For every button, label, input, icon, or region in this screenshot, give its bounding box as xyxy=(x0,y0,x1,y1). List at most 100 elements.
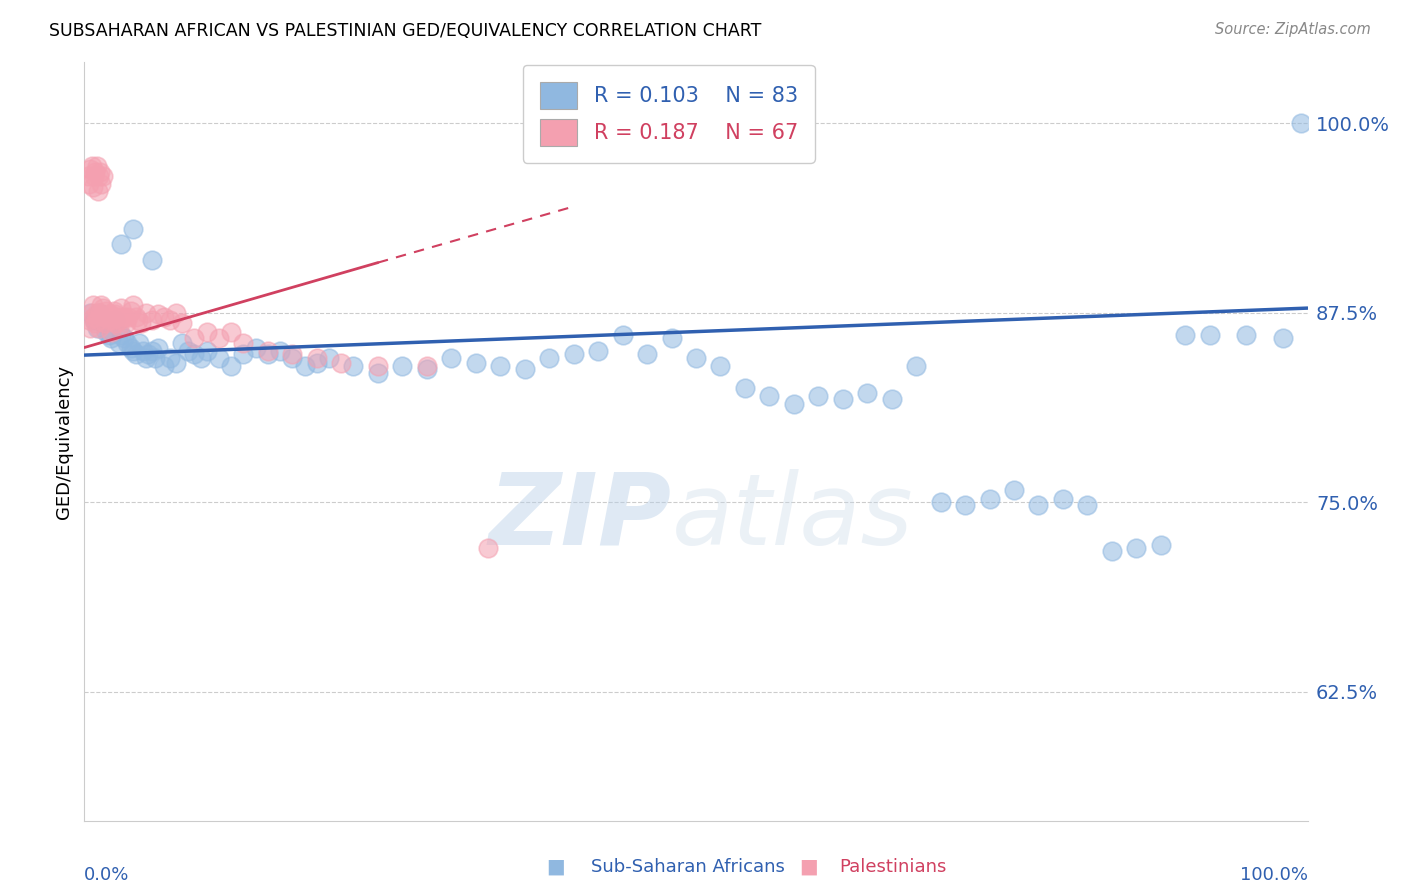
Text: SUBSAHARAN AFRICAN VS PALESTINIAN GED/EQUIVALENCY CORRELATION CHART: SUBSAHARAN AFRICAN VS PALESTINIAN GED/EQ… xyxy=(49,22,762,40)
Point xyxy=(90,177,112,191)
Point xyxy=(416,361,439,376)
Point xyxy=(97,328,120,343)
Y-axis label: GED/Equivalency: GED/Equivalency xyxy=(55,365,73,518)
Point xyxy=(783,397,806,411)
Point xyxy=(953,498,976,512)
Point xyxy=(183,346,205,360)
Point xyxy=(120,341,142,355)
Point xyxy=(232,335,254,350)
Point xyxy=(129,316,152,330)
Point xyxy=(91,169,114,184)
Point xyxy=(153,310,176,325)
Point xyxy=(87,185,110,199)
Point xyxy=(195,326,218,340)
Point xyxy=(86,305,108,319)
Point xyxy=(80,305,103,319)
Point xyxy=(159,313,181,327)
Point xyxy=(101,313,124,327)
Point xyxy=(685,351,707,366)
Point xyxy=(122,298,145,312)
Point xyxy=(110,301,132,315)
Point xyxy=(929,495,952,509)
Point xyxy=(86,320,108,334)
Text: Palestinians: Palestinians xyxy=(839,858,946,876)
Point xyxy=(318,351,340,366)
Point xyxy=(98,307,121,321)
Point xyxy=(586,343,609,358)
Point xyxy=(269,343,291,358)
Point xyxy=(79,305,101,319)
Point xyxy=(87,305,110,319)
Point xyxy=(1150,538,1173,552)
Point xyxy=(281,346,304,360)
Point xyxy=(146,307,169,321)
Point xyxy=(94,316,117,330)
Point xyxy=(96,326,118,340)
Point xyxy=(82,298,104,312)
Point xyxy=(979,492,1001,507)
Point xyxy=(132,343,155,358)
Point xyxy=(183,331,205,345)
Point xyxy=(1125,541,1147,555)
Point xyxy=(91,301,114,315)
Point xyxy=(905,359,928,373)
Point xyxy=(128,335,150,350)
Point xyxy=(257,346,280,360)
Point xyxy=(87,320,110,334)
Point xyxy=(734,382,756,396)
Point xyxy=(77,177,100,191)
Point xyxy=(93,310,115,325)
Point xyxy=(219,326,242,340)
Point xyxy=(110,237,132,252)
Point xyxy=(141,343,163,358)
Point xyxy=(122,343,145,358)
Point xyxy=(1272,331,1295,345)
Point xyxy=(208,351,231,366)
Point xyxy=(1028,498,1050,512)
Point xyxy=(104,307,127,321)
Point xyxy=(1076,498,1098,512)
Point xyxy=(105,310,128,325)
Point xyxy=(342,359,364,373)
Point xyxy=(79,320,101,334)
Point xyxy=(107,335,129,350)
Point xyxy=(831,392,853,406)
Point xyxy=(112,331,135,345)
Point xyxy=(87,313,110,327)
Point xyxy=(77,313,100,327)
Point xyxy=(219,359,242,373)
Point xyxy=(305,356,328,370)
Legend: R = 0.103    N = 83, R = 0.187    N = 67: R = 0.103 N = 83, R = 0.187 N = 67 xyxy=(523,65,814,162)
Point xyxy=(1236,328,1258,343)
Point xyxy=(208,331,231,345)
Text: 100.0%: 100.0% xyxy=(1240,866,1308,884)
Point xyxy=(112,310,135,325)
Point xyxy=(1052,492,1074,507)
Point xyxy=(190,351,212,366)
Point xyxy=(79,161,101,176)
Point xyxy=(159,351,181,366)
Text: ZIP: ZIP xyxy=(488,469,672,566)
Point xyxy=(127,313,149,327)
Point xyxy=(125,346,148,360)
Point xyxy=(1002,483,1025,497)
Point xyxy=(245,341,267,355)
Point xyxy=(416,359,439,373)
Point xyxy=(143,351,166,366)
Point xyxy=(294,359,316,373)
Point xyxy=(172,335,194,350)
Point xyxy=(1174,328,1197,343)
Point xyxy=(120,304,142,318)
Point xyxy=(80,159,103,173)
Point xyxy=(82,179,104,194)
Point xyxy=(115,335,138,350)
Text: ▪: ▪ xyxy=(799,853,818,881)
Point xyxy=(305,351,328,366)
Point xyxy=(89,305,111,319)
Text: Sub-Saharan Africans: Sub-Saharan Africans xyxy=(591,858,785,876)
Point xyxy=(367,367,389,381)
Point xyxy=(880,392,903,406)
Point xyxy=(612,328,634,343)
Point xyxy=(91,316,114,330)
Point xyxy=(86,159,108,173)
